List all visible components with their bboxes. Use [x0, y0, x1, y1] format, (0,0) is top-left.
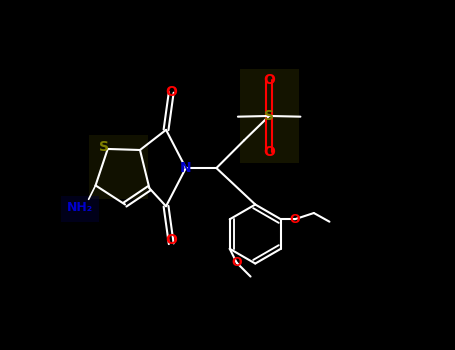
FancyBboxPatch shape	[89, 135, 147, 199]
Text: S: S	[264, 109, 274, 123]
Text: O: O	[289, 213, 300, 226]
Text: O: O	[231, 256, 242, 269]
Text: O: O	[263, 72, 275, 86]
Text: O: O	[165, 85, 177, 99]
Text: O: O	[263, 146, 275, 160]
FancyBboxPatch shape	[240, 69, 298, 163]
Text: NH₂: NH₂	[67, 202, 93, 215]
Text: N: N	[180, 161, 192, 175]
Text: S: S	[99, 140, 109, 154]
Text: O: O	[165, 233, 177, 247]
FancyBboxPatch shape	[61, 196, 99, 222]
